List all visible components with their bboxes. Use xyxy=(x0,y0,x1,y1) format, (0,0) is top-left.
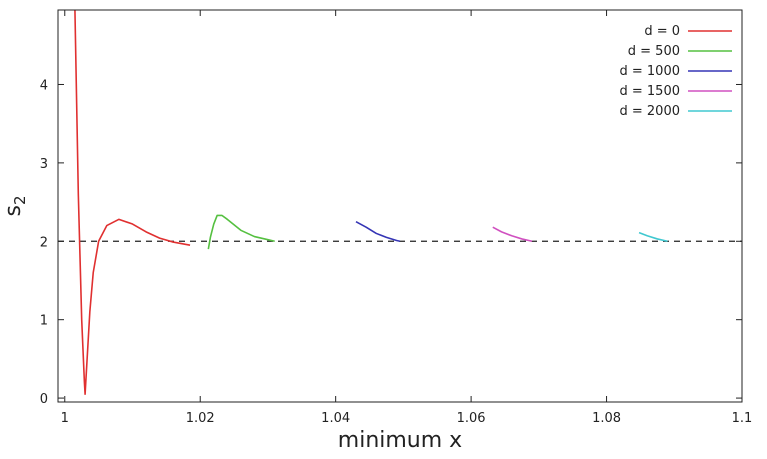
plot-frame xyxy=(57,9,743,403)
x-tick-label: 1.08 xyxy=(592,411,621,426)
y-axis-title: s2 xyxy=(1,195,29,216)
y-axis-title-main: s xyxy=(1,205,26,216)
y-axis-title-subscript: 2 xyxy=(11,195,29,205)
series-layer xyxy=(74,10,668,395)
y-tick-label: 3 xyxy=(40,157,48,172)
x-tick-label: 1 xyxy=(61,411,69,426)
legend-label-3: d = 1500 xyxy=(620,84,681,99)
x-tick-label: 1.02 xyxy=(186,411,215,426)
series-line-2 xyxy=(355,220,401,243)
y-tick-label: 4 xyxy=(40,78,48,93)
x-axis-title: minimum x xyxy=(338,428,462,453)
y-tick-label: 2 xyxy=(40,235,48,250)
series-line-1 xyxy=(207,214,275,250)
series-line-0 xyxy=(74,10,191,395)
legend-label-2: d = 1000 xyxy=(620,64,681,79)
y-tick-label: 1 xyxy=(40,314,48,329)
x-tick-label: 1.06 xyxy=(457,411,486,426)
x-tick-label: 1.1 xyxy=(732,411,753,426)
legend-label-4: d = 2000 xyxy=(620,104,681,119)
series-line-4 xyxy=(638,231,668,243)
y-tick-label: 0 xyxy=(40,392,48,407)
series-line-3 xyxy=(492,226,533,243)
legend-label-0: d = 0 xyxy=(644,24,680,39)
legend: d = 0 d = 500 d = 1000 d = 1500 d = 2000 xyxy=(620,24,732,119)
x-tick-label: 1.04 xyxy=(321,411,350,426)
legend-label-1: d = 500 xyxy=(628,44,680,59)
